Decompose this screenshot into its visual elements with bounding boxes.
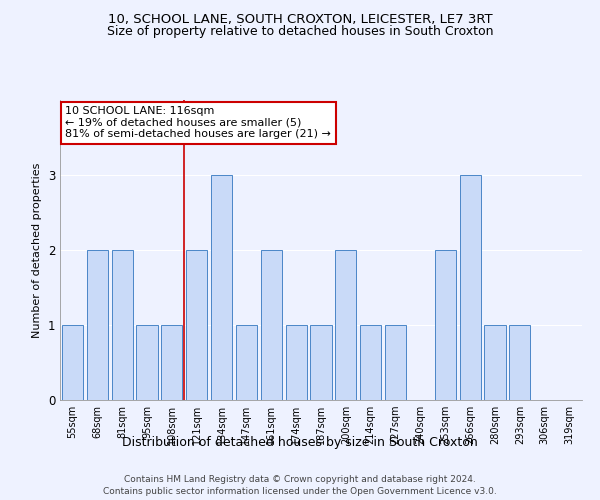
Text: Distribution of detached houses by size in South Croxton: Distribution of detached houses by size … <box>122 436 478 449</box>
Text: 10 SCHOOL LANE: 116sqm
← 19% of detached houses are smaller (5)
81% of semi-deta: 10 SCHOOL LANE: 116sqm ← 19% of detached… <box>65 106 331 139</box>
Bar <box>211 175 232 400</box>
Bar <box>286 325 307 400</box>
Text: 10, SCHOOL LANE, SOUTH CROXTON, LEICESTER, LE7 3RT: 10, SCHOOL LANE, SOUTH CROXTON, LEICESTE… <box>107 12 493 26</box>
Bar <box>360 325 381 400</box>
Bar <box>460 175 481 400</box>
Bar <box>236 325 257 400</box>
Bar <box>87 250 108 400</box>
Bar <box>310 325 332 400</box>
Bar <box>435 250 456 400</box>
Bar <box>509 325 530 400</box>
Bar <box>161 325 182 400</box>
Bar <box>484 325 506 400</box>
Text: Contains public sector information licensed under the Open Government Licence v3: Contains public sector information licen… <box>103 486 497 496</box>
Bar <box>62 325 83 400</box>
Text: Contains HM Land Registry data © Crown copyright and database right 2024.: Contains HM Land Registry data © Crown c… <box>124 474 476 484</box>
Bar <box>261 250 282 400</box>
Bar <box>335 250 356 400</box>
Bar <box>112 250 133 400</box>
Text: Size of property relative to detached houses in South Croxton: Size of property relative to detached ho… <box>107 25 493 38</box>
Y-axis label: Number of detached properties: Number of detached properties <box>32 162 42 338</box>
Bar <box>136 325 158 400</box>
Bar <box>186 250 207 400</box>
Bar <box>385 325 406 400</box>
